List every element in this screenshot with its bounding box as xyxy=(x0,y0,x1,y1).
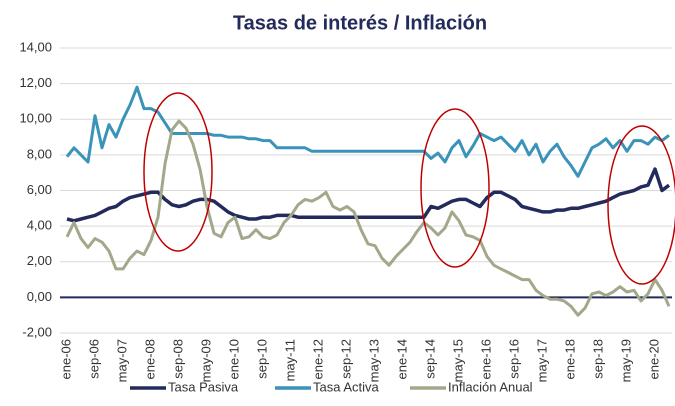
x-tick-label: sep-18 xyxy=(590,339,605,379)
x-tick-label: sep-12 xyxy=(338,339,353,379)
plot-area: -2,00 0,00 2,00 4,00 6,00 8,00 10,00 12,00 14,00… xyxy=(19,39,672,394)
legend-label: Inflación Anual xyxy=(448,379,533,394)
x-tick-label: ene-20 xyxy=(646,339,661,379)
x-tick-label: may-17 xyxy=(534,339,549,382)
x-tick-label: sep-10 xyxy=(254,339,269,379)
x-tick-label: ene-08 xyxy=(142,339,157,379)
x-tick-label: sep-14 xyxy=(422,339,437,379)
highlight-ellipse xyxy=(607,125,675,285)
x-tick-label: may-15 xyxy=(450,339,465,382)
y-tick-label: 8,00 xyxy=(27,146,52,161)
x-tick-label: may-11 xyxy=(282,339,297,381)
x-tick-label: may-13 xyxy=(366,339,381,382)
y-tick-label: 12,00 xyxy=(19,75,52,90)
legend-label: Tasa Pasiva xyxy=(168,379,239,394)
x-tick-label: ene-18 xyxy=(562,339,577,379)
series-line xyxy=(65,85,670,178)
x-tick-label: ene-12 xyxy=(310,339,325,379)
x-tick-label: may-09 xyxy=(198,339,213,382)
x-tick-label: sep-16 xyxy=(506,339,521,379)
highlight-ellipse xyxy=(143,92,213,252)
x-tick-label: may-19 xyxy=(618,339,633,382)
y-tick-label: -2,00 xyxy=(22,324,52,339)
y-tick-label: 14,00 xyxy=(19,39,52,54)
annotations xyxy=(143,92,675,285)
series-line xyxy=(66,167,671,223)
x-tick-label: ene-06 xyxy=(58,339,73,379)
x-tick-label: ene-10 xyxy=(226,339,241,379)
x-tick-label: ene-14 xyxy=(394,339,409,379)
x-tick-label: ene-16 xyxy=(478,339,493,379)
y-tick-label: 10,00 xyxy=(19,111,52,126)
y-tick-label: 2,00 xyxy=(27,253,52,268)
x-tick-label: may-07 xyxy=(114,339,129,382)
highlight-ellipse xyxy=(420,108,490,268)
chart-title: Tasas de interés / Inflación xyxy=(233,12,487,34)
x-tick-label: sep-08 xyxy=(170,339,185,379)
legend-label: Tasa Activa xyxy=(313,379,380,394)
series-line xyxy=(65,119,671,317)
y-tick-label: 6,00 xyxy=(27,182,52,197)
x-tick-label: sep-06 xyxy=(86,339,101,379)
y-tick-label: 0,00 xyxy=(27,289,52,304)
y-tick-label: 4,00 xyxy=(27,218,52,233)
